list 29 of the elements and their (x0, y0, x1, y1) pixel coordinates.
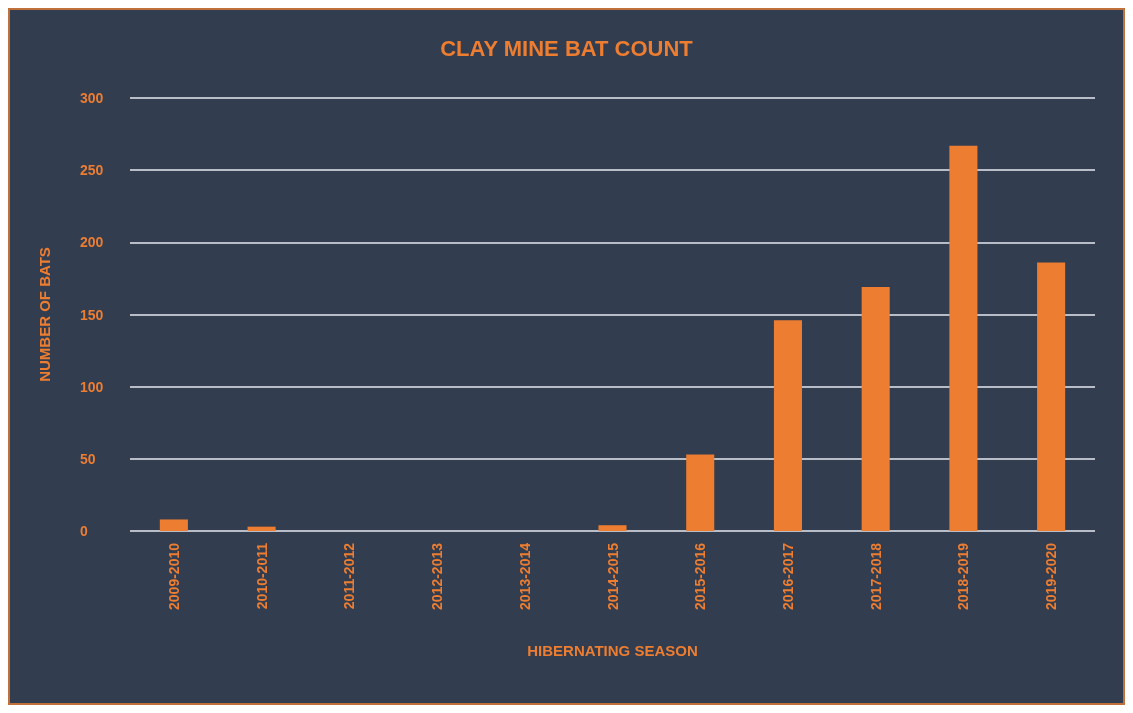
bar (686, 454, 715, 531)
bar (159, 519, 188, 531)
x-tick-label: 2019-2020 (1043, 542, 1060, 610)
bar (861, 287, 890, 531)
y-tick-label: 250 (80, 162, 104, 179)
y-tick-label: 0 (80, 523, 88, 539)
chart-title: CLAY MINE BAT COUNT (440, 35, 694, 61)
y-tick-label: 200 (80, 234, 104, 251)
y-tick-label: 100 (80, 378, 104, 395)
x-tick-label: 2018-2019 (955, 542, 972, 610)
x-tick-label: 2012-2013 (429, 542, 446, 610)
x-tick-label: 2011-2012 (341, 542, 358, 610)
bar (247, 526, 276, 531)
x-axis-title: HIBERNATING SEASON (527, 642, 698, 659)
y-tick-label: 150 (80, 306, 104, 323)
bar (949, 145, 978, 531)
x-tick-label: 2015-2016 (692, 542, 709, 610)
x-tick-label: 2009-2010 (165, 542, 182, 610)
x-tick-label: 2013-2014 (516, 542, 533, 610)
bar (598, 525, 627, 531)
y-tick-label: 50 (80, 450, 96, 467)
x-tick-label: 2014-2015 (604, 542, 621, 610)
y-axis-title: NUMBER OF BATS (36, 247, 53, 382)
bar (773, 320, 802, 531)
x-tick-label: 2017-2018 (867, 542, 884, 610)
x-tick-label: 2016-2017 (779, 542, 796, 610)
x-tick-label: 2010-2011 (253, 542, 270, 610)
bar (1037, 262, 1066, 531)
y-tick-label: 300 (80, 90, 104, 106)
